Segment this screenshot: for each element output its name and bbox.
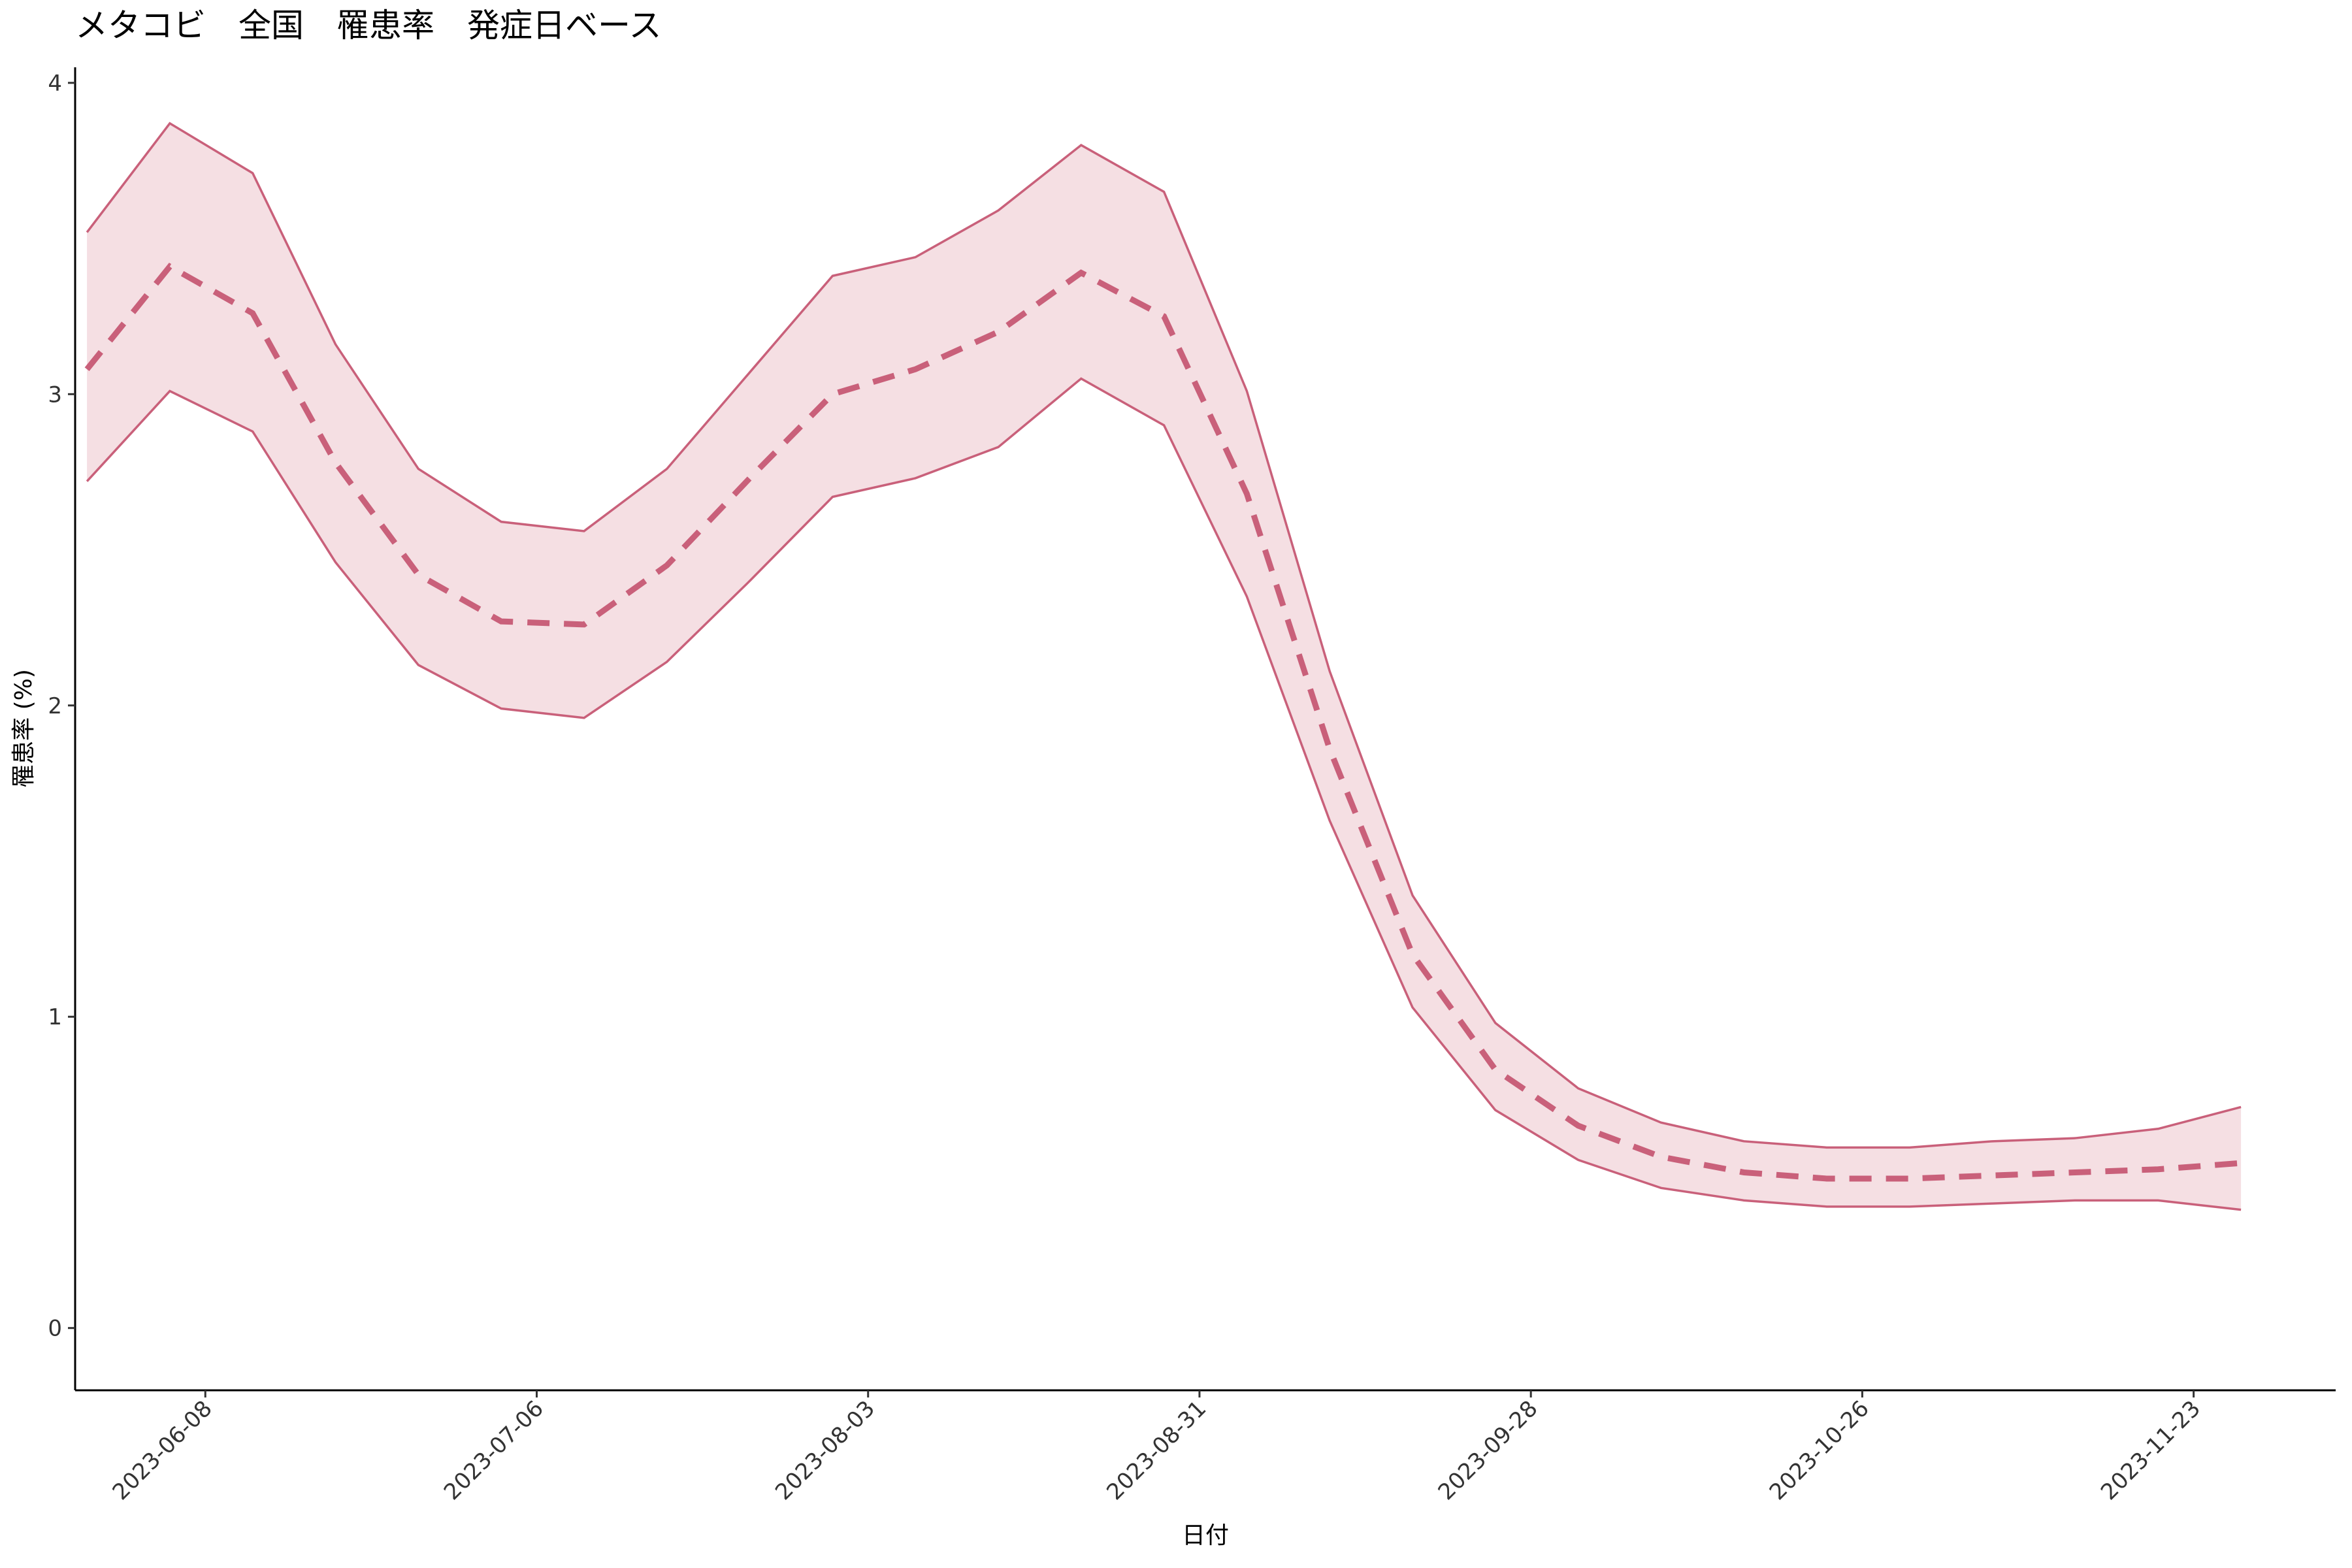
y-tick-label: 4 bbox=[48, 71, 62, 97]
y-tick-label: 0 bbox=[48, 1316, 62, 1342]
mean-line bbox=[84, 263, 2242, 1182]
y-tick-label: 2 bbox=[48, 693, 62, 719]
y-axis-label: 罹患率 (%) bbox=[10, 669, 37, 788]
band-fill bbox=[87, 123, 2242, 1210]
y-tick-label: 1 bbox=[48, 1004, 62, 1030]
band-upper bbox=[86, 122, 2242, 1149]
y-tick-label: 3 bbox=[48, 382, 62, 408]
x-axis-label: 日付 bbox=[1182, 1522, 1229, 1549]
chart-title: メタコビ 全国 罹患率 発症日ベース bbox=[75, 7, 662, 44]
band-lower bbox=[86, 377, 2242, 1211]
